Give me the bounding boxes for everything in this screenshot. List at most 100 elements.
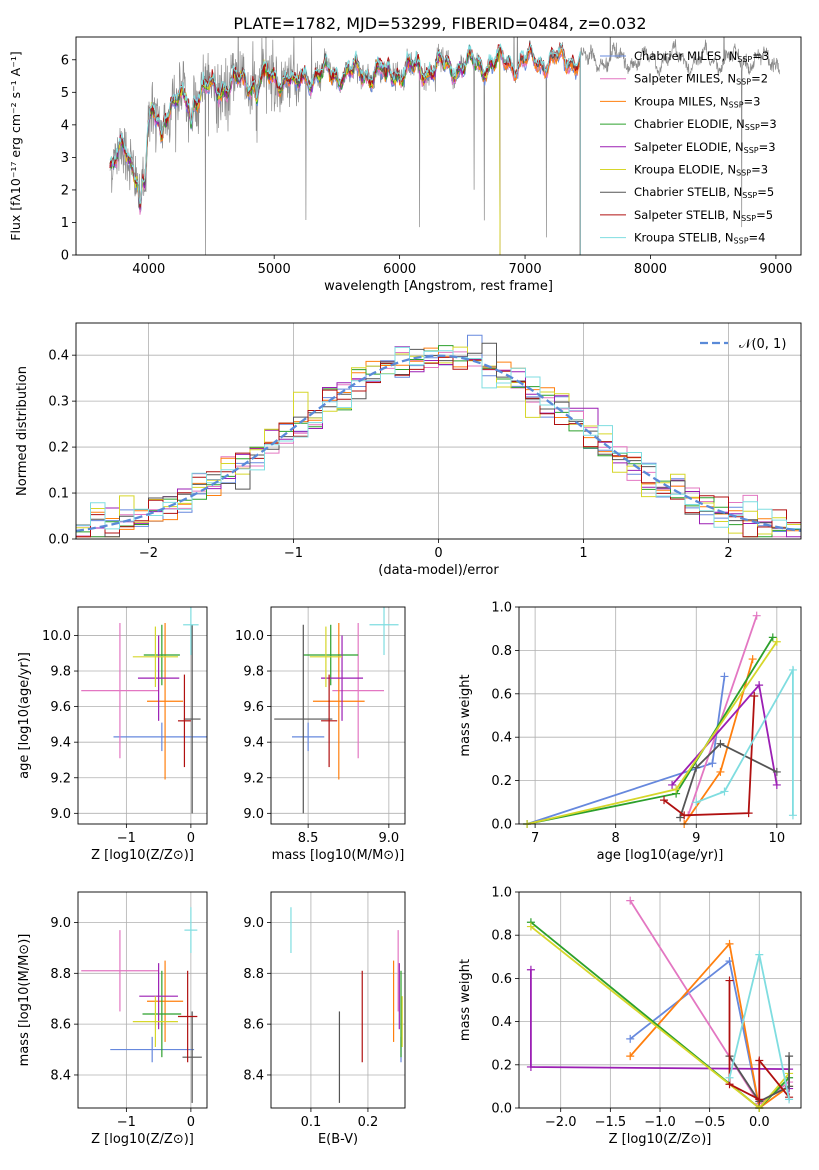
x-tick-label: 4000 (132, 262, 165, 277)
x-tick-label: −1.0 (644, 1115, 676, 1130)
residual-histogram (76, 346, 801, 530)
legend-entry: Kroupa STELIB, NSSP=4 (634, 231, 765, 246)
weight-series-line (679, 742, 778, 818)
y-tick-label: 8.4 (243, 1068, 264, 1083)
weight-marker (526, 965, 535, 974)
residuals-panel: −2 −1 0 1 2 0.0 0.1 0.2 0.3 0.4 (data-model)/error… (15, 322, 802, 578)
weight-marker (785, 1095, 794, 1104)
weight-marker (692, 763, 701, 772)
y-tick-label: 9.6 (243, 700, 264, 715)
y-tick-label: 2 (61, 183, 69, 198)
weight-marker (755, 1095, 764, 1104)
x-tick-label: 7 (531, 831, 539, 846)
weight-marker (725, 976, 734, 985)
legend-entry: Salpeter MILES, NSSP=2 (634, 72, 768, 87)
y-axis-label: mass weight (458, 674, 473, 756)
gaussian-curve (76, 354, 801, 533)
weight-marker (660, 796, 669, 805)
weight-marker (626, 896, 635, 905)
x-tick-label: 0 (434, 546, 442, 561)
x-tick-label: 0.2 (358, 1115, 379, 1130)
spectrum-legend: Chabrier MILES, NSSP=3 Salpeter MILES, NS… (600, 49, 777, 246)
y-tick-label: 5 (61, 86, 69, 101)
y-tick-label: 8.4 (50, 1068, 71, 1083)
weight-marker (772, 767, 781, 776)
legend-entry: Chabrier ELODIE, NSSP=3 (634, 117, 777, 132)
mass-vs-ebv-panel: 0.1 0.2 8.4 8.6 8.8 9.0 E(B-V) (243, 891, 406, 1147)
y-tick-label: 9.4 (243, 736, 264, 751)
weight-marker (785, 1052, 794, 1061)
weight-series-line (728, 1055, 790, 1103)
legend-entry: 𝒩(0, 1) (739, 337, 786, 352)
x-tick-label: 8 (612, 831, 620, 846)
weight-marker (788, 665, 797, 674)
axes-frame (75, 36, 802, 256)
y-tick-label: 9.0 (50, 807, 71, 822)
x-tick-label: −1 (117, 1115, 136, 1130)
y-tick-label: 0.4 (491, 731, 512, 746)
x-tick-label: 0.0 (749, 1115, 770, 1130)
axes-frame (75, 322, 802, 540)
y-tick-label: 0.8 (491, 644, 512, 659)
x-axis-label: age [log10(age/yr)] (597, 848, 724, 863)
x-axis-label: E(B-V) (318, 1132, 358, 1147)
x-axis-label: (data-model)/error (378, 563, 499, 578)
weight-marker (716, 739, 725, 748)
y-tick-label: 0.2 (491, 1058, 512, 1073)
x-axis-label: Z [log10(Z/Z⊙)] (91, 1132, 194, 1147)
legend-entry: Kroupa MILES, NSSP=3 (634, 94, 760, 109)
x-axis-label: mass [log10(M/M⊙)] (272, 848, 405, 863)
y-tick-label: 0.4 (491, 1015, 512, 1030)
weight-marker (748, 655, 757, 664)
weight-marker (720, 787, 729, 796)
weight-marker (755, 681, 764, 690)
weight-marker (750, 691, 759, 700)
y-tick-label: 0.4 (48, 349, 69, 364)
y-tick-label: 9.2 (50, 771, 71, 786)
y-tick-label: 9.0 (243, 916, 264, 931)
x-tick-label: −2.0 (545, 1115, 577, 1130)
x-axis-label: Z [log10(Z/Z⊙)] (609, 1132, 712, 1147)
weight-marker (526, 922, 535, 931)
y-tick-label: 10.0 (235, 629, 264, 644)
weight-marker (788, 811, 797, 820)
weight-marker (672, 785, 681, 794)
y-tick-label: 0.2 (491, 774, 512, 789)
y-tick-label: 10.0 (42, 629, 71, 644)
x-tick-label: 0.1 (301, 1115, 322, 1130)
weight-marker (720, 672, 729, 681)
y-axis-label: age [log10(age/yr)] (17, 652, 32, 779)
plot-layer: 4000 5000 6000 7000 8000 90000123456wavelengt… (8, 36, 802, 1147)
x-tick-label: 5000 (258, 262, 291, 277)
y-axis-label: mass [log10(M/M⊙)] (17, 934, 32, 1067)
x-tick-label: 7000 (509, 262, 542, 277)
weight-marker (772, 637, 781, 646)
weight-vs-Z-panel: −2.0 −1.5 −1.0 −0.5 0.0 0.0 0.2 0.4 0.6 0.8 1.0 Z [… (458, 886, 802, 1147)
y-tick-label: 0 (61, 249, 69, 264)
x-tick-label: 8.5 (298, 831, 319, 846)
y-tick-label: 9.8 (243, 665, 264, 680)
weight-vs-age-panel: 7 8 9 10 0.0 0.2 0.4 0.6 0.8 1.0 age [log10(age/yr… (458, 601, 802, 863)
x-tick-label: 6000 (383, 262, 416, 277)
axes-frame (518, 606, 802, 825)
x-tick-label: −0.5 (694, 1115, 726, 1130)
weight-marker (752, 611, 761, 620)
weight-series-line (671, 683, 778, 786)
y-tick-label: 9.2 (243, 771, 264, 786)
model-spectrum-line (109, 42, 581, 255)
figure-title: PLATE=1782, MJD=53299, FIBERID=0484, z=0… (233, 14, 646, 33)
y-axis-label: Normed distribution (15, 366, 30, 496)
y-axis-label: mass weight (458, 959, 473, 1041)
x-axis-label: Z [log10(Z/Z⊙)] (91, 848, 194, 863)
weight-marker (526, 1062, 535, 1071)
y-tick-label: 1.0 (491, 601, 512, 616)
y-tick-label: 0.1 (48, 487, 69, 502)
residual-histogram (76, 356, 801, 538)
plot-area (290, 907, 403, 1103)
observed-spectrum-line (109, 37, 781, 255)
plot-area (274, 607, 399, 814)
y-tick-label: 8.6 (243, 1018, 264, 1033)
y-tick-label: 6 (61, 53, 69, 68)
y-tick-label: 9.6 (50, 700, 71, 715)
y-tick-label: 1.0 (491, 886, 512, 901)
